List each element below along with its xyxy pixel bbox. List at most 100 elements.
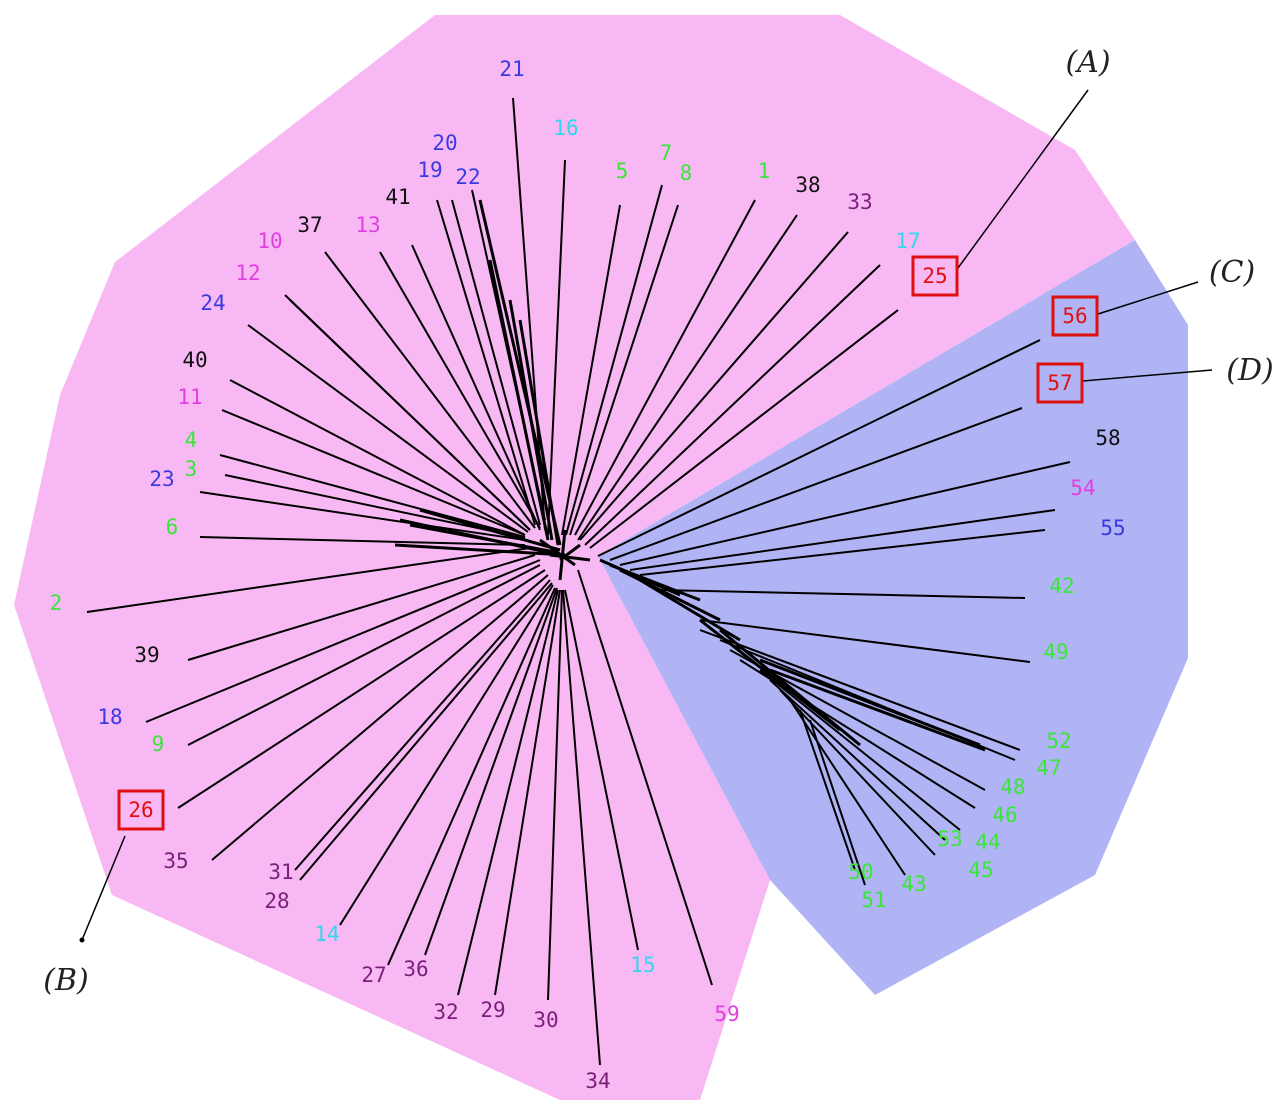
leaf-label-10: 10 <box>257 229 282 253</box>
leaf-label-19: 19 <box>417 158 442 182</box>
leaf-label-41: 41 <box>385 185 410 209</box>
leaf-label-44: 44 <box>975 830 1000 854</box>
edge-52 <box>699 629 1021 751</box>
leaf-label-27: 27 <box>361 963 386 987</box>
leaf-label-8: 8 <box>680 161 693 185</box>
leaf-label-38: 38 <box>795 173 820 197</box>
leaf-label-49: 49 <box>1043 640 1068 664</box>
edge-16 <box>547 159 566 536</box>
leaf-label-4: 4 <box>185 428 198 452</box>
edge-39 <box>187 554 536 661</box>
annotation-line-3 <box>1082 369 1213 382</box>
highlight-box-56 <box>1051 295 1099 337</box>
edge-42 <box>659 589 1026 599</box>
leaf-label-55: 55 <box>1100 516 1125 540</box>
leaf-label-2: 2 <box>50 591 63 615</box>
highlight-box-25 <box>911 255 959 297</box>
core-split-17 <box>549 553 591 562</box>
edge-17 <box>584 264 881 546</box>
leaf-label-52: 52 <box>1046 729 1071 753</box>
leaf-label-28: 28 <box>264 889 289 913</box>
edge-45 <box>779 689 936 856</box>
edge-13 <box>379 251 541 529</box>
leaf-label-57: 57 <box>1047 371 1072 395</box>
leaf-label-14: 14 <box>314 922 339 946</box>
edge-43 <box>789 699 906 876</box>
leaf-label-20: 20 <box>432 131 457 155</box>
edge-9 <box>187 564 541 746</box>
edge-34 <box>562 589 601 1066</box>
leaf-label-16: 16 <box>553 116 578 140</box>
edge-3 <box>224 474 526 539</box>
annotation-dot-b <box>79 937 85 943</box>
leaf-label-29: 29 <box>480 998 505 1022</box>
leaf-label-3: 3 <box>185 457 198 481</box>
core-split-3 <box>518 319 560 546</box>
edge-1 <box>574 199 756 536</box>
annotation-label-0: (A) <box>1065 45 1110 80</box>
edge-24 <box>247 324 529 533</box>
leaf-label-53: 53 <box>937 827 962 851</box>
annotation-line-2 <box>1097 281 1199 315</box>
edge-53 <box>769 679 946 841</box>
leaf-label-31: 31 <box>268 860 293 884</box>
edge-20 <box>436 199 536 526</box>
leaf-label-59: 59 <box>714 1002 739 1026</box>
leaf-label-54: 54 <box>1070 476 1095 500</box>
leaf-label-15: 15 <box>630 953 655 977</box>
leaf-label-40: 40 <box>182 348 207 372</box>
core-split-12 <box>699 618 841 732</box>
leaf-label-30: 30 <box>533 1008 558 1032</box>
edge-57 <box>609 407 1023 561</box>
leaf-label-34: 34 <box>585 1069 610 1093</box>
edge-51 <box>809 719 866 886</box>
edge-28 <box>299 582 553 881</box>
highlight-box-57 <box>1036 362 1084 404</box>
core-split-11 <box>639 578 741 642</box>
leaf-label-47: 47 <box>1036 756 1061 780</box>
edge-38 <box>577 214 798 541</box>
annotation-label-2: (C) <box>1209 255 1255 290</box>
leaf-label-58: 58 <box>1095 426 1120 450</box>
core-split-18 <box>539 538 576 567</box>
leaf-label-25: 25 <box>922 264 947 288</box>
edge-50 <box>799 709 856 871</box>
leaf-label-9: 9 <box>152 732 165 756</box>
core-split-6 <box>419 508 561 552</box>
annotation-label-3: (D) <box>1226 353 1273 388</box>
core-split-5 <box>394 543 566 557</box>
edge-29 <box>494 589 561 996</box>
core-split-7 <box>409 523 556 554</box>
leaf-label-43: 43 <box>901 872 926 896</box>
edge-32 <box>457 589 559 996</box>
leaf-label-35: 35 <box>163 849 188 873</box>
core-split-2 <box>508 299 554 541</box>
edge-54 <box>629 509 1056 571</box>
edge-44 <box>759 669 961 831</box>
edge-40 <box>229 379 526 536</box>
edge-55 <box>639 529 1046 576</box>
leaf-label-24: 24 <box>200 291 225 315</box>
edge-26 <box>177 569 546 809</box>
leaf-label-12: 12 <box>235 261 260 285</box>
edge-36 <box>424 587 558 956</box>
annotation-lines <box>79 89 1213 943</box>
edge-27 <box>387 587 556 966</box>
core-split-10 <box>619 568 721 622</box>
leaf-label-17: 17 <box>895 229 920 253</box>
edge-56 <box>597 339 1041 557</box>
core-split-0 <box>478 199 562 546</box>
leaf-label-32: 32 <box>433 1000 458 1024</box>
annotation-line-1 <box>81 835 126 941</box>
edge-4 <box>219 454 526 538</box>
highlight-box-26 <box>117 789 165 831</box>
core-split-15 <box>769 668 986 752</box>
leaf-label-33: 33 <box>847 190 872 214</box>
edge-19 <box>451 199 541 526</box>
leaf-label-18: 18 <box>97 705 122 729</box>
edge-30 <box>547 589 563 1001</box>
leaf-label-37: 37 <box>297 213 322 237</box>
leaf-label-42: 42 <box>1049 574 1074 598</box>
leaf-label-1: 1 <box>758 159 771 183</box>
